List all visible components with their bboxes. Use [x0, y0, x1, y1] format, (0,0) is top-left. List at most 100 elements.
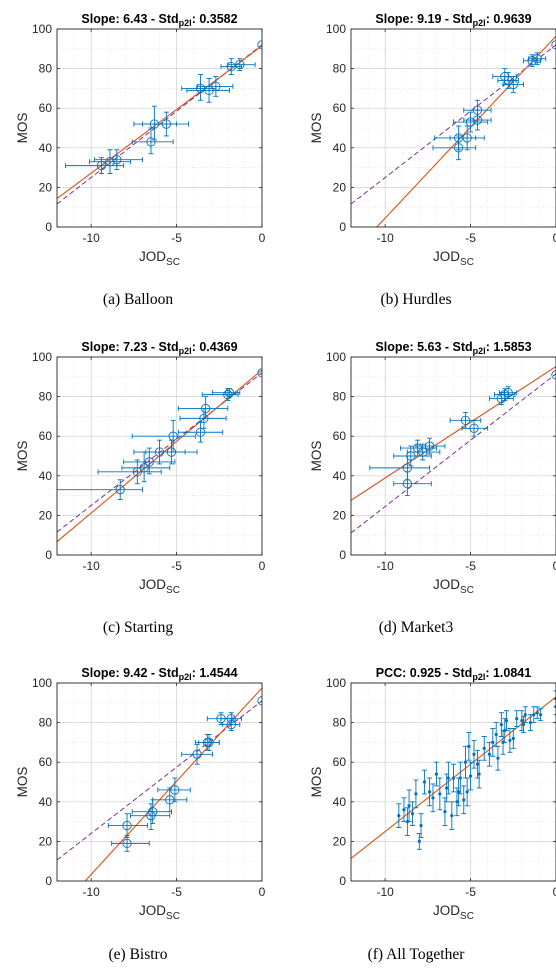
data-point — [415, 437, 446, 455]
data-point — [427, 777, 433, 807]
y-tick-label: 20 — [39, 834, 53, 848]
marker-circle — [418, 447, 428, 457]
marker-circle — [223, 389, 233, 400]
data-point — [111, 835, 150, 852]
x-axis-label-main: JOD — [139, 249, 166, 264]
y-tick-label: 60 — [39, 429, 53, 443]
title-suffix: : 0.9639 — [486, 12, 532, 26]
marker-circle — [105, 157, 115, 167]
x-axis-label-main: JOD — [433, 903, 460, 918]
title-suffix: : 0.3582 — [192, 12, 238, 26]
chart-panel-6: -10 -5 0 0 20 40 60 80 100 PCC: 0.925 - Stdp2l: 1… — [309, 666, 556, 963]
marker-dot — [463, 760, 468, 764]
data-point — [131, 127, 174, 155]
chart-panel-1: -10 -5 0 0 20 40 60 80 100 Slope: 6.43 - Stdp2l: … — [15, 12, 266, 308]
marker-dot — [477, 772, 481, 776]
data-point — [514, 710, 520, 728]
data-point — [94, 149, 143, 171]
marker-dot — [414, 792, 418, 796]
marker-circle — [460, 415, 471, 426]
marker-circle — [122, 838, 132, 849]
marker-dot — [427, 790, 432, 794]
data-point — [456, 777, 462, 807]
chart-panel-3: -10 -5 0 0 20 40 60 80 100 Slope: 7.23 - Stdp2l: … — [15, 340, 266, 636]
x-tick-label: -5 — [465, 231, 476, 245]
data-point — [490, 728, 496, 757]
marker-dot — [515, 717, 519, 721]
data-point — [157, 777, 191, 803]
data-point — [421, 769, 427, 795]
marker-circle — [148, 807, 158, 817]
data-point — [393, 471, 432, 497]
x-axis-label-subscript: SC — [460, 257, 474, 268]
data-point — [227, 58, 256, 72]
minor-grid — [350, 29, 556, 227]
x-axis-label: JODSC — [433, 903, 474, 922]
y-tick-label: 20 — [333, 834, 347, 848]
marker-circle — [527, 56, 537, 66]
x-tick-label: 0 — [259, 231, 266, 245]
title-prefix: Slope: 9.19 - Std — [375, 12, 472, 26]
chart-panel-4: -10 -5 0 0 20 40 60 80 100 Slope: 5.63 - Stdp2l: … — [309, 340, 556, 636]
marker-circle — [165, 795, 175, 805]
title-prefix: Slope: 7.23 - Std — [81, 340, 178, 354]
y-tick-label: 0 — [45, 220, 52, 234]
x-tick-label: -5 — [465, 559, 476, 573]
x-axis-label-subscript: SC — [460, 585, 474, 596]
data-point — [522, 706, 528, 724]
marker-dot — [397, 814, 401, 818]
title-prefix: Slope: 9.42 - Std — [81, 666, 178, 680]
y-axis-label: MOS — [15, 441, 30, 472]
y-tick-label: 0 — [339, 220, 346, 234]
marker-dot — [450, 814, 454, 818]
marker-circle — [112, 155, 122, 165]
marker-circle — [226, 61, 236, 72]
data-point — [461, 419, 489, 437]
data-point — [445, 761, 451, 795]
marker-dot — [451, 776, 456, 780]
y-tick-label: 80 — [333, 390, 347, 404]
marker-circle — [161, 119, 171, 129]
subfigure-caption: (a) Balloon — [103, 291, 173, 308]
marker-circle — [200, 403, 211, 414]
title-subscript: p2l — [473, 346, 486, 356]
marker-dot — [535, 711, 539, 715]
title-suffix: : 0.4369 — [192, 340, 238, 354]
marker-dot — [475, 762, 480, 766]
data-point — [121, 451, 171, 483]
y-tick-label: 100 — [32, 22, 52, 36]
y-axis-label: MOS — [309, 767, 324, 798]
data-point — [401, 797, 407, 823]
panel-title: Slope: 9.42 - Stdp2l: 1.4544 — [81, 666, 237, 682]
marker-circle — [115, 485, 125, 495]
data-point — [430, 783, 436, 813]
x-axis-label: JODSC — [139, 577, 180, 596]
data-point — [457, 761, 463, 795]
marker-dot — [410, 812, 415, 816]
x-tick-label: -10 — [376, 885, 394, 899]
marker-dot — [523, 713, 527, 717]
data-point — [451, 763, 456, 793]
data-point — [527, 714, 533, 731]
data-point — [212, 387, 241, 398]
data-point — [498, 712, 504, 737]
data-point — [369, 455, 431, 481]
title-subscript: p2l — [179, 346, 192, 356]
marker-dot — [520, 719, 524, 723]
marker-dot — [482, 746, 486, 750]
marker-circle — [195, 83, 206, 94]
x-tick-label: 0 — [553, 885, 556, 899]
data-point — [463, 99, 492, 121]
marker-circle — [503, 387, 513, 398]
x-tick-label: -10 — [82, 231, 100, 245]
marker-circle — [192, 749, 202, 759]
title-subscript: p2l — [179, 672, 192, 682]
chart-panel-2: -10 -5 0 0 20 40 60 80 100 Slope: 9.19 - Stdp2l: … — [309, 12, 556, 308]
data-point — [502, 76, 524, 93]
data-point — [486, 741, 492, 767]
data-point — [495, 745, 501, 771]
marker-dot — [511, 736, 515, 741]
data-point — [406, 443, 441, 461]
x-tick-label: 0 — [259, 559, 266, 573]
